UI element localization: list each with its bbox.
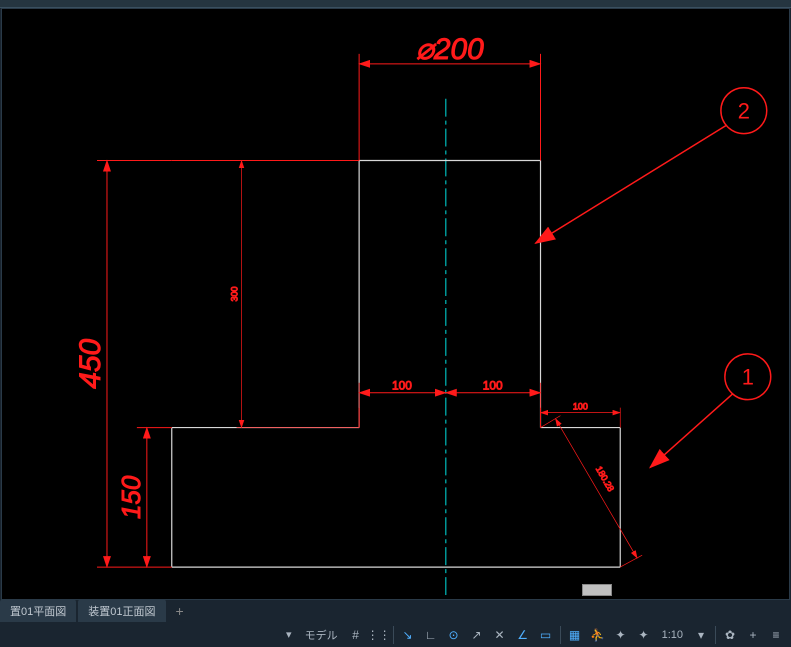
ortho-icon[interactable]: ∟ (420, 624, 442, 646)
layers-icon[interactable]: ▦ (564, 624, 586, 646)
dots-icon[interactable]: ⋮⋮ (368, 624, 390, 646)
sb-scale[interactable]: 1:10 (656, 629, 689, 641)
dim-100R: 100 (483, 379, 503, 393)
snap-end-icon[interactable]: ↘ (397, 624, 419, 646)
compass2-icon[interactable]: ✦ (633, 624, 655, 646)
plus-icon[interactable]: + (742, 624, 764, 646)
dim-dia200: ⌀200 (416, 33, 484, 66)
rect-icon[interactable]: ▭ (535, 624, 557, 646)
tab-plan[interactable]: 置01平面図 (0, 599, 76, 623)
part-outline (172, 160, 620, 567)
track-icon[interactable]: ↗ (466, 624, 488, 646)
sb-model-label[interactable]: モデル (299, 627, 344, 643)
balloon-1-text: 1 (742, 365, 754, 390)
hscroll-handle[interactable] (582, 584, 612, 596)
osnap-icon[interactable]: ✕ (489, 624, 511, 646)
dim-450: 450 (74, 338, 107, 388)
dim-small100: 100 (573, 402, 588, 412)
polar-icon[interactable]: ⊙ (443, 624, 465, 646)
status-bar: ▾ モデル # ⋮⋮ ↘ ∟ ⊙ ↗ ✕ ∠ ▭ ▦ ⛹ ✦ ✦ 1:10 ▾ … (0, 622, 791, 647)
person-icon[interactable]: ⛹ (587, 624, 609, 646)
dimensions: ⌀200 450 150 300 100 100 (74, 33, 642, 567)
title-bar (0, 0, 791, 8)
sb-dropdown[interactable]: ▾ (280, 628, 298, 641)
menu-icon[interactable]: ≡ (765, 624, 787, 646)
tab-add-button[interactable]: + (168, 601, 192, 621)
angle-icon[interactable]: ∠ (512, 624, 534, 646)
sb-scale-drop[interactable]: ▾ (690, 624, 712, 646)
drawing-canvas[interactable]: ⌀200 450 150 300 100 100 (1, 8, 790, 600)
tab-front[interactable]: 装置01正面図 (78, 599, 165, 623)
dim-100L: 100 (392, 379, 412, 393)
svg-text:180.28: 180.28 (594, 465, 616, 494)
grid-icon[interactable]: # (345, 624, 367, 646)
compass1-icon[interactable]: ✦ (610, 624, 632, 646)
dim-diag: 180.28 (541, 416, 643, 567)
dim-150: 150 (118, 475, 146, 519)
balloons: 2 1 (536, 88, 771, 468)
gear-icon[interactable]: ✿ (719, 624, 741, 646)
balloon-2-text: 2 (738, 99, 750, 124)
layout-tabs: 置01平面図 装置01正面図 + (0, 600, 192, 622)
dim-300: 300 (230, 287, 240, 302)
cad-drawing-svg: ⌀200 450 150 300 100 100 (2, 9, 789, 599)
